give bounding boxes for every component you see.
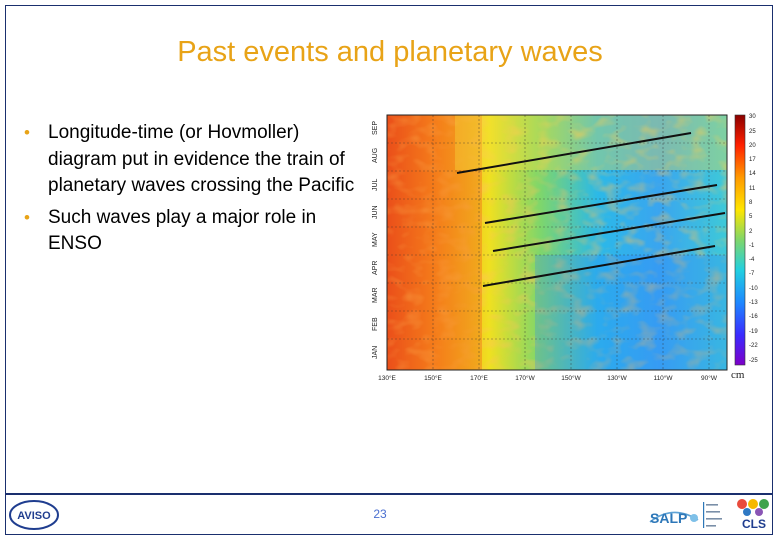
grid <box>387 115 727 370</box>
longitude-label: 170°E <box>470 374 488 382</box>
longitude-label: 150°E <box>424 374 442 382</box>
cls-logo: CLS <box>737 499 769 531</box>
colorbar-tick: -13 <box>749 300 758 306</box>
colorbar-tick: -19 <box>749 329 758 335</box>
longitude-label: 90°W <box>701 374 718 382</box>
salp-logo: SALP <box>649 502 722 528</box>
month-label: JAN <box>372 346 379 359</box>
month-label: JUL <box>372 178 379 191</box>
bullet-item: • Longitude-time (or Hovmoller) diagram p… <box>24 120 364 200</box>
colorbar-tick: -22 <box>749 343 758 349</box>
aviso-logo-text: AVISO <box>17 510 51 522</box>
bullet-dot-icon: • <box>24 123 30 142</box>
slide-title: Past events and planetary waves <box>177 36 603 68</box>
bullet-text: Longitude-time (or Hovmoller) diagram pu… <box>48 122 355 196</box>
month-label: FEB <box>372 317 379 331</box>
month-label: JUN <box>372 205 379 219</box>
colorbar-tick: -10 <box>749 286 758 292</box>
longitude-label: 130°W <box>607 374 627 382</box>
salp-logo-text-lines <box>703 502 705 528</box>
month-label: SEP <box>372 121 379 135</box>
colorbar-tick: 20 <box>749 143 756 149</box>
colorbar-tick: 11 <box>749 186 756 192</box>
cls-logo-dot <box>743 508 751 516</box>
colorbar-tick: -4 <box>749 257 755 263</box>
footer-line <box>5 493 773 495</box>
aviso-logo-ring <box>9 500 59 530</box>
colorbar-tick: -7 <box>749 271 755 277</box>
cls-logo-dot <box>748 499 758 509</box>
colorbar-tick: -1 <box>749 243 755 249</box>
colorbar <box>734 114 746 366</box>
salp-logo-dot <box>690 514 698 522</box>
longitude-label: 110°W <box>653 374 673 382</box>
longitude-label: 150°W <box>561 374 581 382</box>
cls-logo-dot <box>759 499 769 509</box>
plot-border <box>386 114 728 371</box>
bullet-list: • Longitude-time (or Hovmoller) diagram p… <box>24 120 364 263</box>
plot-texture <box>387 115 727 370</box>
hovmoller-diagram: SEP AUG JUL JUN MAY APR MAR FEB JAN 130°… <box>372 114 758 382</box>
slide-frame <box>5 5 773 535</box>
cls-logo-dot <box>737 499 747 509</box>
colorbar-tick: 17 <box>749 157 756 163</box>
colorbar-tick: 8 <box>749 200 753 206</box>
colorbar-tick: 2 <box>749 229 753 235</box>
longitude-label: 170°W <box>515 374 535 382</box>
bullet-dot-icon: • <box>24 207 30 227</box>
cls-logo-text: CLS <box>742 517 766 531</box>
longitude-labels: 130°E 150°E 170°E 170°W 150°W 130°W 110°… <box>378 374 718 382</box>
colorbar-tick: -25 <box>749 358 758 364</box>
aviso-logo: AVISO <box>9 500 59 530</box>
month-label: AUG <box>372 148 379 163</box>
colorbar-unit: cm <box>731 369 745 381</box>
colorbar-tick: 25 <box>749 129 756 135</box>
cls-logo-dot <box>755 508 763 516</box>
page-number: 23 <box>373 507 387 521</box>
month-label: MAY <box>372 232 379 247</box>
warm-top <box>455 115 727 170</box>
month-label: APR <box>372 261 379 275</box>
colorbar-tick: 30 <box>749 114 756 120</box>
cool-bottom <box>535 255 727 370</box>
wave-lines <box>456 132 726 287</box>
month-label: MAR <box>372 287 379 303</box>
colorbar-tick: 5 <box>749 214 753 220</box>
warm-band <box>387 115 482 370</box>
colorbar-tick: -16 <box>749 314 758 320</box>
longitude-label: 130°E <box>378 374 396 382</box>
salp-logo-text: SALP <box>650 510 687 526</box>
colorbar-ticks: 30 25 20 17 14 11 8 5 2 -1 -4 -7 -10 -13… <box>749 114 758 364</box>
month-labels: SEP AUG JUL JUN MAY APR MAR FEB JAN <box>372 121 379 359</box>
bullet-item: • Such waves play a major role in ENSO <box>24 205 364 258</box>
colorbar-tick: 14 <box>749 171 756 177</box>
bullet-text: Such waves play a major role in ENSO <box>48 206 317 255</box>
salp-logo-lines <box>706 504 722 527</box>
